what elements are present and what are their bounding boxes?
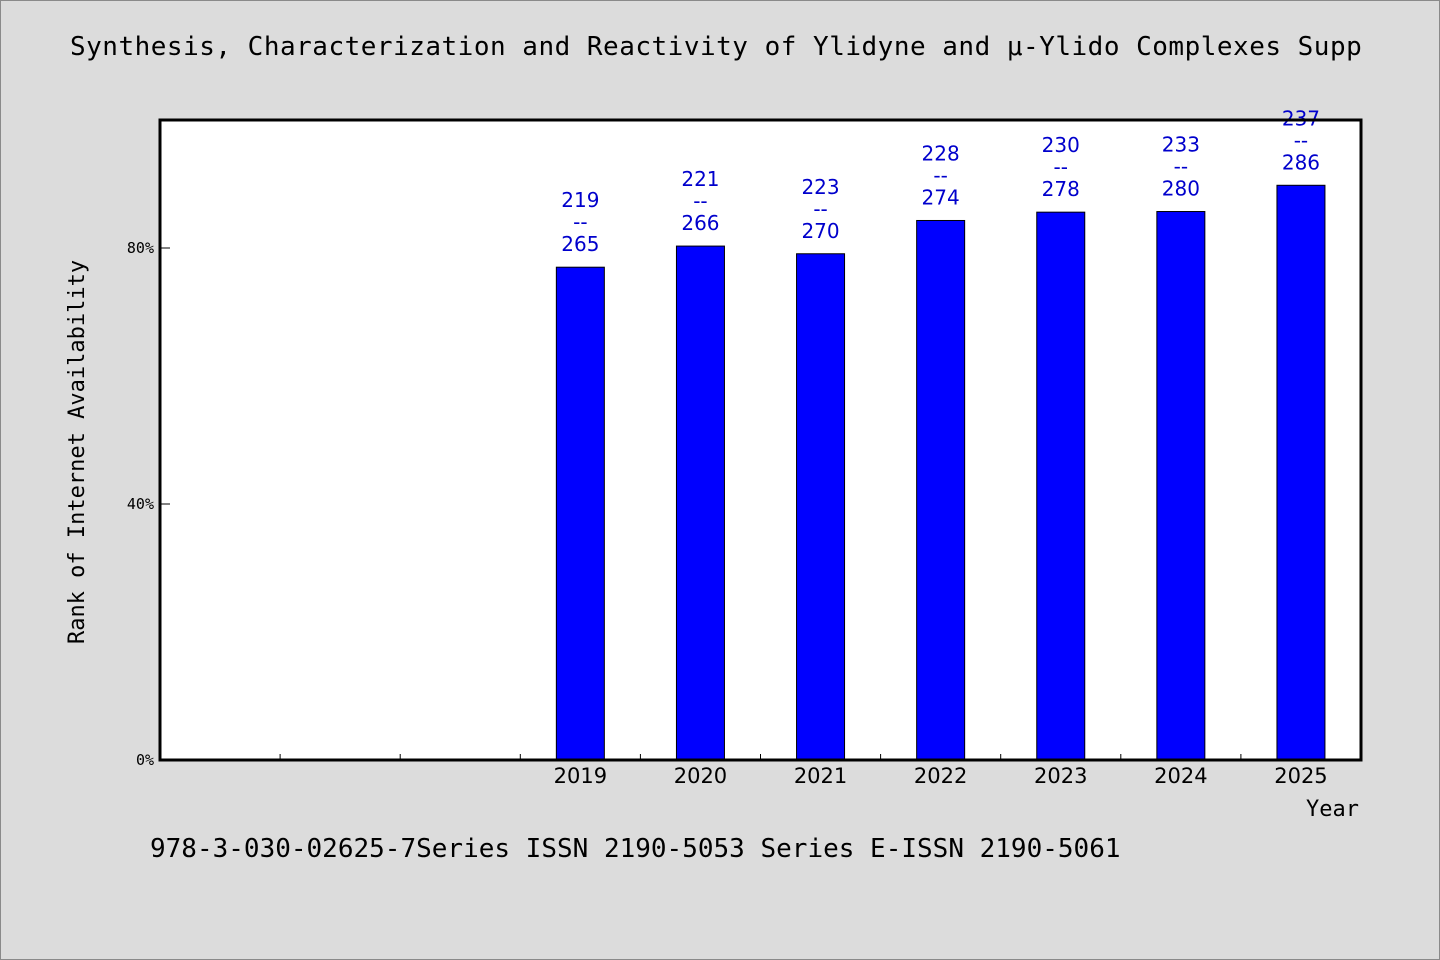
bar-data-label: 280	[1162, 177, 1200, 201]
y-axis-label: Rank of Internet Availability	[65, 260, 90, 644]
footer-isbn: 978-3-030-02625-7Series ISSN 2190-5053 S…	[150, 834, 1121, 864]
y-tick-label: 0%	[136, 751, 154, 769]
x-tick-label: 2022	[914, 764, 967, 788]
bar-data-label: 237	[1282, 106, 1320, 130]
bar-data-label: 233	[1162, 133, 1200, 157]
x-axis-ticks: 2019 2020 2021 2022 2023 2024 2025	[279, 754, 1328, 788]
bar-data-label: --	[933, 163, 947, 187]
bar-2025	[1276, 184, 1326, 761]
bar-data-label: --	[573, 210, 587, 234]
bar-data-label: 265	[561, 232, 599, 256]
y-tick-label: 40%	[127, 495, 154, 513]
bar-data-label: 270	[801, 219, 839, 243]
bars-group	[555, 184, 1326, 761]
chart-title: Synthesis, Characterization and Reactivi…	[70, 32, 1363, 62]
bar-2020	[675, 245, 725, 761]
bar-data-label: 228	[922, 141, 960, 165]
x-tick-label: 2025	[1274, 764, 1327, 788]
x-tick-label: 2023	[1034, 764, 1087, 788]
bar-data-label: 223	[801, 175, 839, 199]
bar-2019	[555, 266, 605, 761]
bar-2023	[1036, 211, 1086, 761]
x-tick-label: 2020	[674, 764, 727, 788]
y-tick-label: 80%	[127, 239, 154, 257]
bar-data-label: 230	[1042, 133, 1080, 157]
x-axis-label: Year	[1306, 797, 1359, 822]
x-tick-label: 2021	[794, 764, 847, 788]
bar-data-label: 274	[922, 185, 960, 209]
bar-data-label: 221	[681, 167, 719, 191]
bar-data-label: --	[1174, 155, 1188, 179]
bar-labels-group: 219--265221--266223--270228--274230--278…	[561, 106, 1320, 256]
bar-2021	[796, 253, 846, 761]
bar-data-label: 286	[1282, 150, 1320, 174]
bar-data-label: --	[813, 197, 827, 221]
y-axis-ticks: 0% 40% 80%	[127, 239, 170, 769]
bar-data-label: 278	[1042, 177, 1080, 201]
bar-data-label: --	[1294, 128, 1308, 152]
bar-2022	[916, 219, 966, 761]
bar-data-label: 219	[561, 188, 599, 212]
x-tick-label: 2024	[1154, 764, 1207, 788]
bar-data-label: --	[1054, 155, 1068, 179]
bar-2024	[1156, 211, 1206, 761]
bar-data-label: --	[693, 189, 707, 213]
bar-data-label: 266	[681, 211, 719, 235]
x-tick-label: 2019	[554, 764, 607, 788]
